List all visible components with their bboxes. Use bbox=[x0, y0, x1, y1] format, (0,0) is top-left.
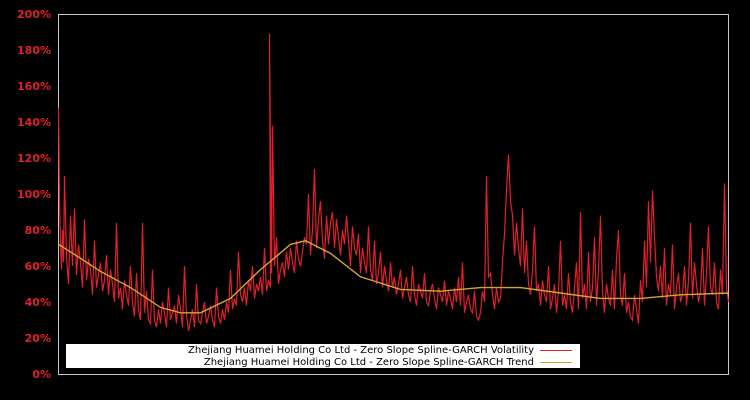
y-tick-label: 160% bbox=[17, 80, 51, 93]
y-tick-label: 40% bbox=[25, 296, 51, 309]
trend-series-line bbox=[58, 240, 729, 314]
volatility-series-line bbox=[57, 33, 730, 331]
y-tick-label: 20% bbox=[25, 332, 51, 345]
legend-swatch-trend bbox=[540, 361, 572, 363]
y-tick-label: 200% bbox=[17, 8, 51, 21]
legend-swatch-volatility bbox=[540, 349, 572, 351]
legend-label-trend: Zhejiang Huamei Holding Co Ltd - Zero Sl… bbox=[203, 356, 534, 368]
y-tick-label: 140% bbox=[17, 116, 51, 129]
y-tick-label: 0% bbox=[32, 368, 51, 381]
legend-label-volatility: Zhejiang Huamei Holding Co Ltd - Zero Sl… bbox=[188, 344, 534, 356]
chart-legend: Zhejiang Huamei Holding Co Ltd - Zero Sl… bbox=[66, 344, 580, 368]
y-axis-tick-labels: 0% 20% 40% 60% 80% 100% 120% 140% 160% 180% 200% bbox=[17, 8, 51, 381]
plot-frame bbox=[58, 14, 729, 375]
y-tick-label: 60% bbox=[25, 260, 51, 273]
y-tick-label: 80% bbox=[25, 224, 51, 237]
legend-item-trend: Zhejiang Huamei Holding Co Ltd - Zero Sl… bbox=[204, 356, 580, 368]
legend-item-volatility: Zhejiang Huamei Holding Co Ltd - Zero Sl… bbox=[188, 344, 580, 356]
y-tick-label: 100% bbox=[17, 188, 51, 201]
y-tick-label: 180% bbox=[17, 44, 51, 57]
y-tick-label: 120% bbox=[17, 152, 51, 165]
